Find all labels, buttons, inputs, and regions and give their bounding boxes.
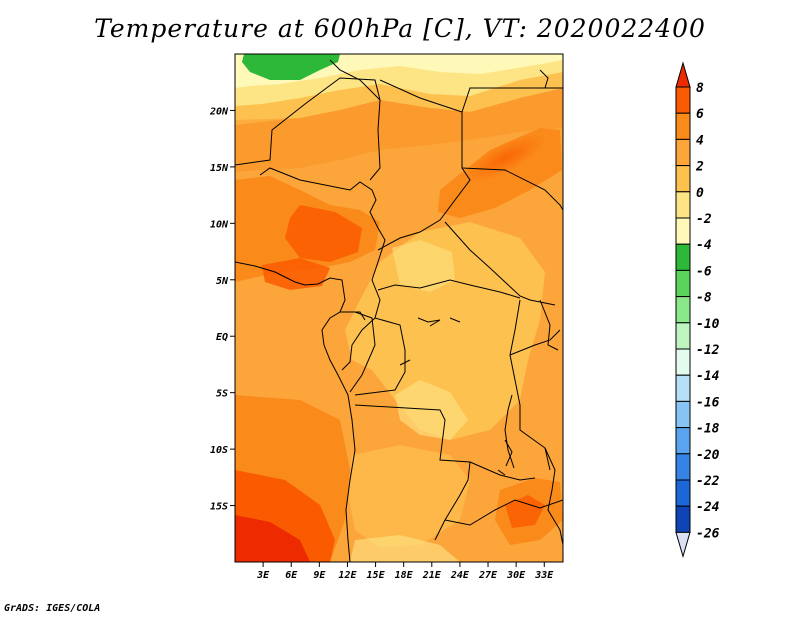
field-coast-6-8: [262, 258, 330, 290]
colorbar-swatch: [675, 322, 691, 350]
lake-mweru: [497, 439, 513, 476]
congo-drc-border: [354, 317, 406, 396]
lake-victoria: [539, 299, 559, 351]
colorbar-swatch: [675, 138, 691, 167]
uganda-kenya-border: [509, 329, 561, 356]
colorbar-bottom-arrow: [675, 531, 691, 559]
x-tick-label: 33E: [534, 570, 554, 581]
colorbar-label: 4: [696, 133, 704, 148]
zambia-drc-border: [469, 461, 536, 481]
x-tick-label: 3E: [256, 570, 270, 581]
colorbar-swatch: [675, 427, 691, 455]
y-tick-label: 15S: [210, 502, 228, 513]
colorbar-swatch: [675, 165, 691, 193]
congo-gabon-border: [349, 311, 376, 393]
field-layer: [235, 54, 563, 562]
y-tick-label: 10S: [210, 445, 228, 456]
colorbar-swatch: [675, 505, 691, 533]
field-se-6-8: [505, 495, 545, 528]
y-tick-label: 5N: [216, 276, 229, 287]
colorbar-label: -10: [696, 317, 720, 332]
car-drc-border: [377, 279, 521, 299]
sudan-border: [461, 167, 563, 211]
x-tick-label: 9E: [313, 570, 326, 581]
x-tick-label: 18E: [395, 570, 414, 581]
colorbar-swatch: [675, 86, 691, 114]
colorbar-label: 0: [696, 186, 704, 201]
y-axis: 20N 15N 10N 5N EQ 5S 10S 15S: [209, 106, 235, 513]
colorbar-label: -18: [696, 422, 720, 437]
lake-malawi: [544, 447, 563, 546]
x-tick-label: 6E: [285, 570, 298, 581]
zambia-south-border: [444, 499, 563, 526]
y-tick-label: 5S: [216, 389, 228, 400]
colorbar-label: -24: [696, 500, 720, 515]
colorbar-label: 2: [695, 160, 704, 175]
x-axis: 3E 6E 9E 12E 15E 18E 21E 24E 27E 30E 33E: [256, 562, 554, 581]
colorbar-label: 8: [696, 81, 704, 96]
colorbar-swatch: [675, 191, 691, 219]
nigeria-cameroon-border: [259, 167, 386, 371]
colorbar-label: -6: [696, 264, 712, 279]
x-tick-label: 21E: [422, 570, 442, 581]
chad-border: [377, 79, 471, 251]
map-title: Temperature at 600hPa [C], VT: 202002240…: [94, 14, 706, 43]
colorbar-label: -12: [696, 343, 720, 358]
field-south-0-2: [348, 445, 470, 548]
y-tick-label: 20N: [209, 106, 229, 117]
colorbar-label: -26: [696, 526, 720, 541]
colorbar-swatch: [675, 217, 691, 245]
colorbar-label: -8: [696, 291, 712, 306]
y-tick-label: 15N: [210, 163, 229, 174]
colorbar-label: 6: [696, 107, 704, 122]
colorbar-swatch: [675, 296, 691, 324]
field-sahara-warm: [235, 88, 563, 172]
colorbar-swatch: [675, 112, 691, 140]
colorbar-swatch: [675, 479, 691, 507]
field-sw-8-plus: [235, 515, 310, 562]
y-tick-label: 10N: [210, 219, 229, 230]
field-central-0-2: [345, 222, 545, 440]
field-cold-patch: [242, 54, 340, 80]
colorbar-label: -20: [696, 448, 720, 463]
colorbar-label: -4: [696, 238, 712, 253]
river-marks: [399, 317, 461, 366]
x-tick-label: 27E: [478, 570, 498, 581]
colorbar-swatch: [675, 348, 691, 376]
colorbar-label: -22: [696, 474, 720, 489]
x-tick-label: 15E: [367, 570, 386, 581]
colorbar-top-arrow: [675, 61, 691, 88]
colorbar-swatch: [675, 243, 691, 271]
grads-credit: GrADS: IGES/COLA: [4, 603, 101, 614]
colorbar-swatch: [675, 400, 691, 429]
colorbar-label: -14: [696, 369, 720, 384]
algeria-border: [329, 59, 381, 101]
colorbar-label: -2: [696, 212, 712, 227]
atlantic-coastline: [235, 261, 356, 562]
libya-egypt-border: [461, 87, 563, 113]
field-nigeria-6-8: [285, 205, 362, 262]
plot-frame: [234, 53, 564, 563]
y-tick-label: EQ: [216, 332, 228, 343]
ne-coast: [539, 69, 549, 89]
x-tick-label: 12E: [338, 570, 357, 581]
great-lakes-border: [509, 299, 551, 471]
colorbar-swatch: [675, 269, 691, 298]
colorbar-label: -16: [696, 395, 720, 410]
colorbar-swatch: [675, 453, 691, 481]
field-ne-streak: [465, 133, 545, 183]
x-tick-label: 30E: [506, 570, 526, 581]
car-sudan-border: [444, 221, 556, 306]
boundaries: [235, 59, 563, 562]
x-tick-label: 24E: [450, 570, 470, 581]
colorbar: 8 6 4 2 0 -2 -4 -6 -8 -10 -12 -14 -16 -18 -20 -22 -24 -26: [675, 61, 720, 559]
colorbar-swatch: [675, 374, 691, 402]
field-south-rim: [350, 535, 460, 562]
eq-guinea-border: [340, 311, 366, 321]
field-cameroon-patch: [392, 240, 455, 292]
